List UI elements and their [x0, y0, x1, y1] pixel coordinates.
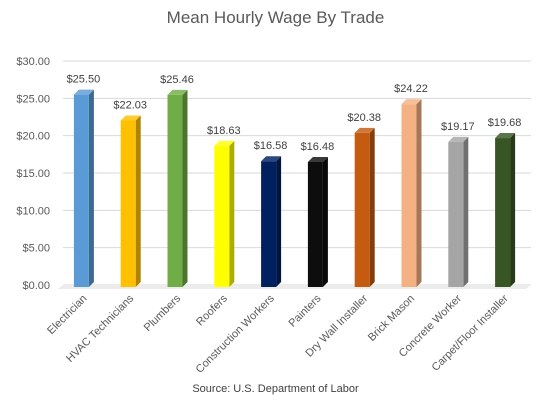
bar [401, 104, 417, 287]
bar-side [229, 140, 235, 287]
bar-side [88, 89, 94, 287]
x-tick-label: Carpet/Floor Installer [430, 292, 511, 373]
bar [448, 141, 464, 287]
data-label: $20.38 [347, 112, 381, 124]
data-label: $16.58 [254, 140, 288, 152]
bar-side [510, 133, 516, 287]
bar-side [369, 127, 375, 287]
y-tick-label: $10.00 [16, 205, 50, 217]
bar-top [307, 156, 328, 162]
bar [495, 138, 511, 287]
bar-top [73, 89, 94, 95]
bar [261, 161, 277, 287]
data-label: $22.03 [113, 100, 147, 112]
data-label: $25.50 [67, 74, 101, 86]
bar-top [167, 89, 188, 95]
bar [354, 132, 370, 287]
bar-top [120, 115, 141, 121]
bar-top [261, 156, 282, 162]
bar-top [214, 140, 235, 146]
bar-top [495, 133, 516, 139]
bar-top [401, 99, 422, 105]
x-tick-label: Electrician [45, 293, 89, 337]
chart-source: Source: U.S. Department of Labor [192, 383, 359, 395]
x-tick-label: Brick Mason [366, 293, 417, 344]
y-tick-label: $15.00 [16, 168, 50, 180]
x-tick-label: Construction Workers [194, 292, 277, 375]
bar-side [322, 156, 328, 287]
x-tick-label: Plumbers [142, 292, 184, 334]
bar-top [354, 127, 375, 133]
bar-side [182, 89, 188, 287]
bar [214, 145, 230, 287]
data-label: $25.46 [160, 74, 194, 86]
bar-side [463, 136, 469, 287]
y-tick-label: $20.00 [16, 131, 50, 143]
bar-top [448, 136, 469, 142]
bar [120, 120, 136, 287]
data-label: $16.48 [301, 141, 335, 153]
chart-title: Mean Hourly Wage By Trade [166, 8, 385, 27]
data-label: $19.68 [488, 117, 522, 129]
x-tick-label: Roofers [194, 292, 230, 328]
bar [73, 94, 89, 287]
data-label: $24.22 [394, 83, 428, 95]
y-tick-label: $0.00 [22, 280, 50, 292]
y-tick-label: $5.00 [22, 243, 50, 255]
y-tick-label: $25.00 [16, 93, 50, 105]
bar-side [276, 156, 282, 287]
bar-side [416, 99, 422, 287]
data-label: $19.17 [441, 121, 475, 133]
data-label: $18.63 [207, 125, 241, 137]
bar [307, 161, 323, 287]
bar-side [135, 115, 141, 287]
y-tick-label: $30.00 [16, 56, 50, 68]
bar [167, 94, 183, 287]
x-tick-label: Painters [286, 292, 323, 329]
